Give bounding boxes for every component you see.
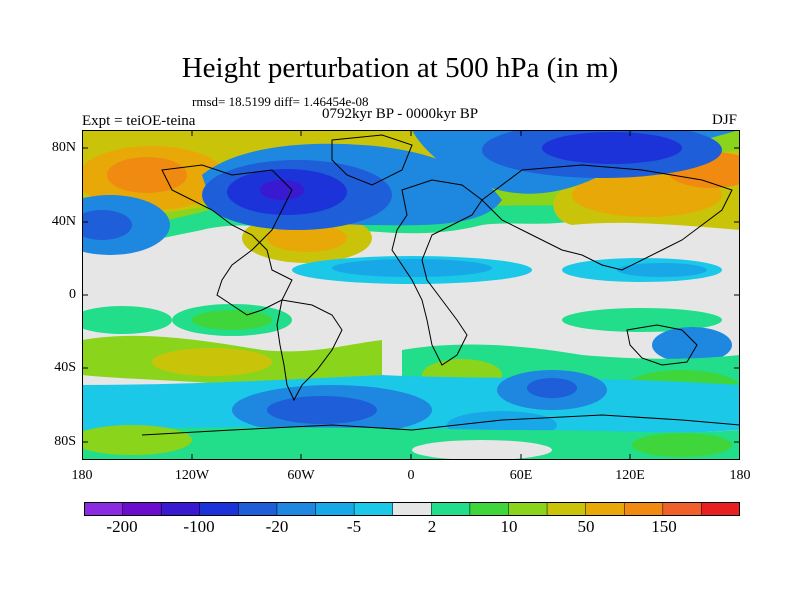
- lon-tick-label: 120W: [174, 468, 210, 483]
- lat-tick-label: 40N: [51, 214, 76, 229]
- lon-tick-label: 180: [729, 468, 751, 483]
- lat-tick-label: 0: [69, 287, 76, 302]
- colorbar-cell: [238, 502, 278, 516]
- colorbar-label: 50: [577, 517, 595, 536]
- south-america-coastline: [276, 299, 343, 402]
- experiment-label: Expt = teiOE-teina: [82, 113, 196, 129]
- colorbar-cell: [508, 502, 548, 516]
- colorbar-cell: [84, 502, 124, 516]
- map-title: Height perturbation at 500 hPa (in m): [181, 52, 619, 84]
- asia-coastline: [481, 164, 733, 271]
- colorbar-label: -5: [346, 517, 362, 536]
- colorbar-cell: [546, 502, 587, 516]
- colorbar-cell: [122, 502, 162, 516]
- season-label: DJF: [712, 112, 738, 128]
- colorbar-cell: [315, 502, 355, 516]
- colorbar-label: 2: [427, 517, 437, 536]
- period-label: 0792kyr BP - 0000kyr BP: [322, 106, 479, 122]
- contour-fill-layer: [82, 130, 740, 460]
- lon-tick-label: 120E: [615, 468, 645, 483]
- colorbar-cell: [276, 502, 317, 516]
- australia-coastline: [626, 324, 698, 366]
- colorbar-cell: [199, 502, 240, 516]
- lon-tick-label: 0: [407, 468, 415, 483]
- lon-tick-label: 180: [71, 468, 93, 483]
- lon-tick-label: 60W: [287, 468, 315, 483]
- height-perturbation-map: [82, 130, 740, 460]
- antarctica-coastline: [141, 414, 740, 436]
- colorbar-cell: [431, 502, 471, 516]
- colorbar-cell: [160, 502, 201, 516]
- colorbar: [84, 502, 740, 516]
- colorbar-cell: [585, 502, 625, 516]
- north-america-coastline: [161, 164, 293, 316]
- colorbar-label: -100: [183, 517, 215, 536]
- colorbar-cell: [623, 502, 664, 516]
- greenland-coastline: [331, 134, 413, 186]
- colorbar-cell: [353, 502, 394, 516]
- colorbar-label: 10: [500, 517, 518, 536]
- colorbar-label: -20: [265, 517, 289, 536]
- colorbar-cell: [469, 502, 510, 516]
- colorbar-cell: [701, 502, 740, 516]
- colorbar-label: -200: [106, 517, 138, 536]
- lat-tick-label: 40S: [54, 360, 76, 375]
- coastline-layer: [141, 134, 740, 436]
- colorbar-cell: [392, 502, 433, 516]
- tick-marks: [82, 130, 740, 460]
- lat-tick-label: 80S: [54, 434, 76, 449]
- colorbar-cells: [84, 502, 740, 516]
- stats-label: rmsd= 18.5199 diff= 1.46454e-08: [192, 94, 369, 109]
- lon-tick-label: 60E: [509, 468, 533, 483]
- lat-tick-label: 80N: [51, 140, 76, 155]
- colorbar-label: 150: [651, 517, 677, 536]
- colorbar-cell: [662, 502, 703, 516]
- europe-africa-coastline: [391, 179, 483, 366]
